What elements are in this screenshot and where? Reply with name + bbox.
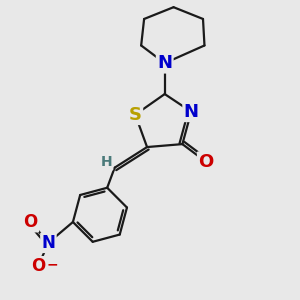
Text: N: N bbox=[41, 234, 56, 252]
Text: S: S bbox=[129, 106, 142, 124]
Text: −: − bbox=[46, 258, 58, 272]
Text: O: O bbox=[198, 153, 214, 171]
Text: H: H bbox=[100, 155, 112, 170]
Text: N: N bbox=[184, 103, 199, 121]
Text: O: O bbox=[31, 257, 45, 275]
Text: N: N bbox=[157, 54, 172, 72]
Text: O: O bbox=[24, 213, 38, 231]
